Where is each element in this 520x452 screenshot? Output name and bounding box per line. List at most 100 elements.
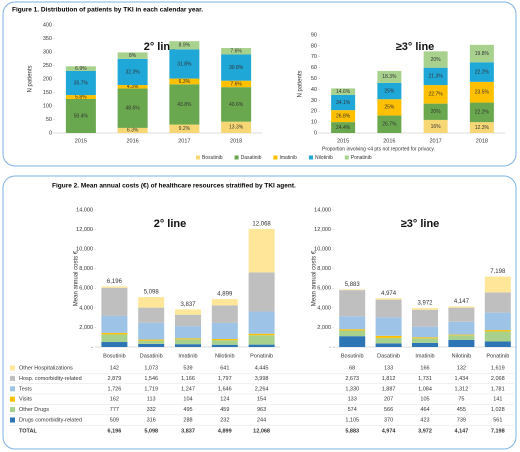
table-cell: 68: [349, 365, 355, 371]
bar-segment: [484, 341, 511, 347]
legend-swatch: [10, 386, 15, 392]
bar-segment: [448, 335, 475, 340]
bar-segment: [375, 335, 402, 338]
bar-segment: [169, 78, 200, 85]
y-tick-label: 6,000: [79, 286, 93, 292]
table-total: 7,198: [491, 428, 505, 434]
bar-segment: [339, 290, 366, 317]
table-cell: 2,068: [491, 376, 505, 382]
legend-swatch: [308, 155, 313, 160]
bar-segment: [211, 305, 238, 323]
segment-label: 18.3%: [382, 74, 397, 80]
x-tick-label: 2017: [430, 138, 442, 144]
bar-segment: [339, 329, 366, 331]
x-tick-label: 2018: [230, 138, 242, 144]
table-cell: 1,726: [108, 386, 122, 392]
y-tick-label: 50: [311, 76, 317, 82]
x-tick-label: Ponatinib: [250, 353, 273, 359]
y-tick-label: 6,000: [317, 286, 331, 292]
bar-segment: [248, 344, 275, 347]
segment-label: 40.6%: [229, 102, 244, 108]
table-total: 5,883: [345, 428, 359, 434]
table-cell: 1,797: [218, 376, 232, 382]
y-axis-label: N patients: [298, 70, 304, 97]
table-total: 4,899: [218, 428, 232, 434]
bar-segment: [101, 287, 128, 316]
segment-label: 22.2%: [475, 69, 490, 75]
bar-segment: [221, 87, 252, 122]
segment-label: 22.7%: [429, 92, 444, 98]
bar-segment: [484, 276, 511, 293]
segment-label: 20%: [431, 57, 442, 63]
x-tick-label: Dasatinib: [140, 353, 163, 359]
bar-segment: [211, 322, 238, 340]
legend-swatch: [10, 407, 15, 413]
x-tick-label: Imatinib: [415, 353, 434, 359]
table-cell: 1,247: [181, 386, 195, 392]
segment-label: 6.3%: [179, 79, 191, 85]
bar-segment: [484, 331, 511, 342]
bar-segment: [331, 88, 356, 95]
table-cell: 104: [183, 397, 192, 403]
bar-segment: [211, 299, 238, 306]
y-tick-label: 200: [43, 76, 52, 82]
table-cell: 574: [348, 407, 357, 413]
bar-segment: [169, 49, 200, 79]
y-tick-label: 8,000: [79, 266, 93, 272]
legend-label: Ponatinib: [351, 155, 372, 161]
legend-swatch: [234, 155, 239, 160]
table-cell: 509: [110, 417, 119, 423]
bar-segment: [469, 81, 494, 103]
figure2-title: Figure 2. Mean annual costs (€) of healt…: [52, 183, 296, 190]
bar-segment: [375, 343, 402, 347]
segment-label: 6.9%: [75, 66, 87, 72]
bar-segment: [248, 311, 275, 334]
table-cell: 1,330: [345, 386, 359, 392]
chart-title: ≥3° line: [396, 41, 435, 53]
legend-swatch: [10, 375, 15, 381]
table-cell: 2,264: [255, 386, 269, 392]
bar-segment: [248, 333, 275, 336]
segment-label: 7.6%: [230, 81, 242, 87]
table-cell: 244: [257, 417, 266, 423]
legend-label: Bosutinib: [202, 155, 223, 161]
bar-segment: [138, 339, 165, 341]
x-tick-label: Imatinib: [178, 353, 197, 359]
segment-label: 48.6%: [126, 106, 141, 112]
bar-segment: [469, 102, 494, 123]
segment-label: 13.3%: [229, 125, 244, 131]
bar-segment: [117, 88, 148, 128]
legend-label: Imatinib: [279, 155, 297, 161]
total-label: 4,147: [454, 299, 470, 305]
legend-swatch: [10, 396, 15, 402]
y-tick-label: 4,000: [79, 305, 93, 311]
chart-title: 2° line: [144, 41, 177, 53]
bar-segment: [175, 326, 201, 339]
segment-label: 4.3%: [127, 84, 139, 90]
segment-label: 26.8%: [336, 113, 351, 119]
bar-segment: [375, 337, 402, 344]
bar-segment: [65, 70, 96, 96]
y-tick-label: 100: [43, 103, 52, 109]
bar-segment: [339, 289, 366, 291]
bar-segment: [412, 342, 438, 347]
bar-segment: [138, 340, 165, 344]
bar-segment: [377, 99, 402, 116]
bar-segment: [117, 58, 148, 86]
table-cell: 561: [493, 417, 502, 423]
bar-segment: [138, 343, 165, 347]
table-total: 4,147: [455, 428, 469, 434]
x-tick-label: Bosutinib: [341, 353, 364, 359]
y-tick-label: -: [329, 344, 331, 350]
y-axis-label: Mean annual costs €: [74, 250, 80, 306]
bar-segment: [423, 119, 448, 133]
segment-label: 8.9%: [179, 43, 191, 49]
figure1-title: Figure 1. Distribution of patients by TK…: [12, 7, 203, 14]
bar-segment: [221, 48, 252, 55]
bar-segment: [412, 309, 438, 327]
table-cell: 2,879: [108, 376, 122, 382]
legend-swatch: [10, 365, 15, 371]
bar-segment: [377, 115, 402, 133]
y-tick-label: -: [91, 344, 93, 350]
table-cell: 566: [384, 407, 393, 413]
